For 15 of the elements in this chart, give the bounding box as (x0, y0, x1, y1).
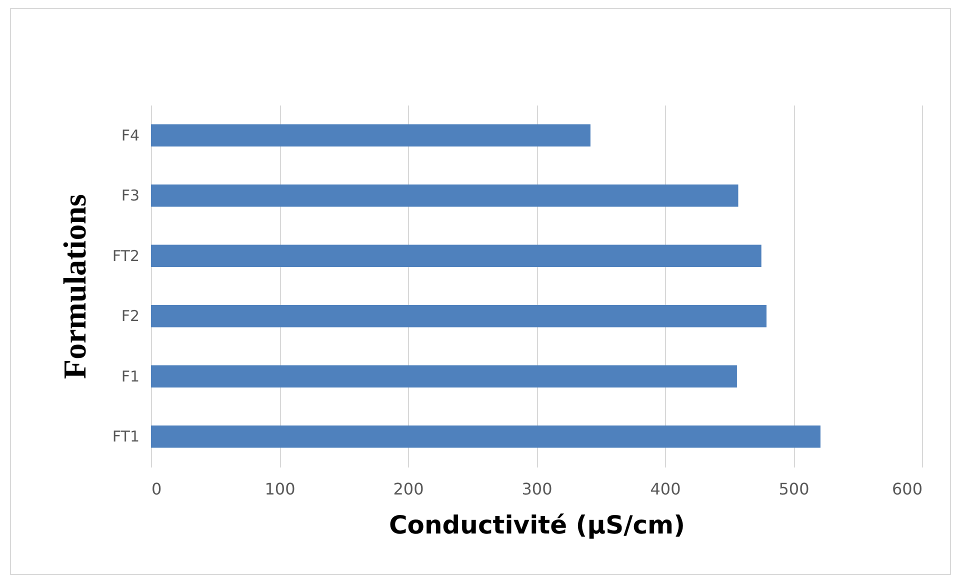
x-tick-label: 0 (152, 480, 162, 498)
y-tick-label: FT1 (112, 428, 140, 446)
x-tick-label: 600 (892, 480, 922, 498)
x-axis-title: Conductivité (µS/cm) (388, 510, 686, 540)
x-tick-label: 500 (778, 480, 810, 498)
y-tick-label: F4 (121, 126, 140, 144)
x-tick-label: 100 (264, 480, 296, 498)
y-tick-label: F1 (121, 367, 140, 386)
x-tick-label: 300 (522, 480, 552, 498)
y-axis-title: Formulations (56, 194, 92, 379)
x-tick-label: 200 (393, 480, 424, 498)
x-tick-label: 400 (650, 480, 681, 498)
y-tick-label: F3 (121, 186, 140, 205)
y-tick-label: FT2 (112, 246, 140, 265)
y-tick-label: F2 (121, 307, 140, 326)
